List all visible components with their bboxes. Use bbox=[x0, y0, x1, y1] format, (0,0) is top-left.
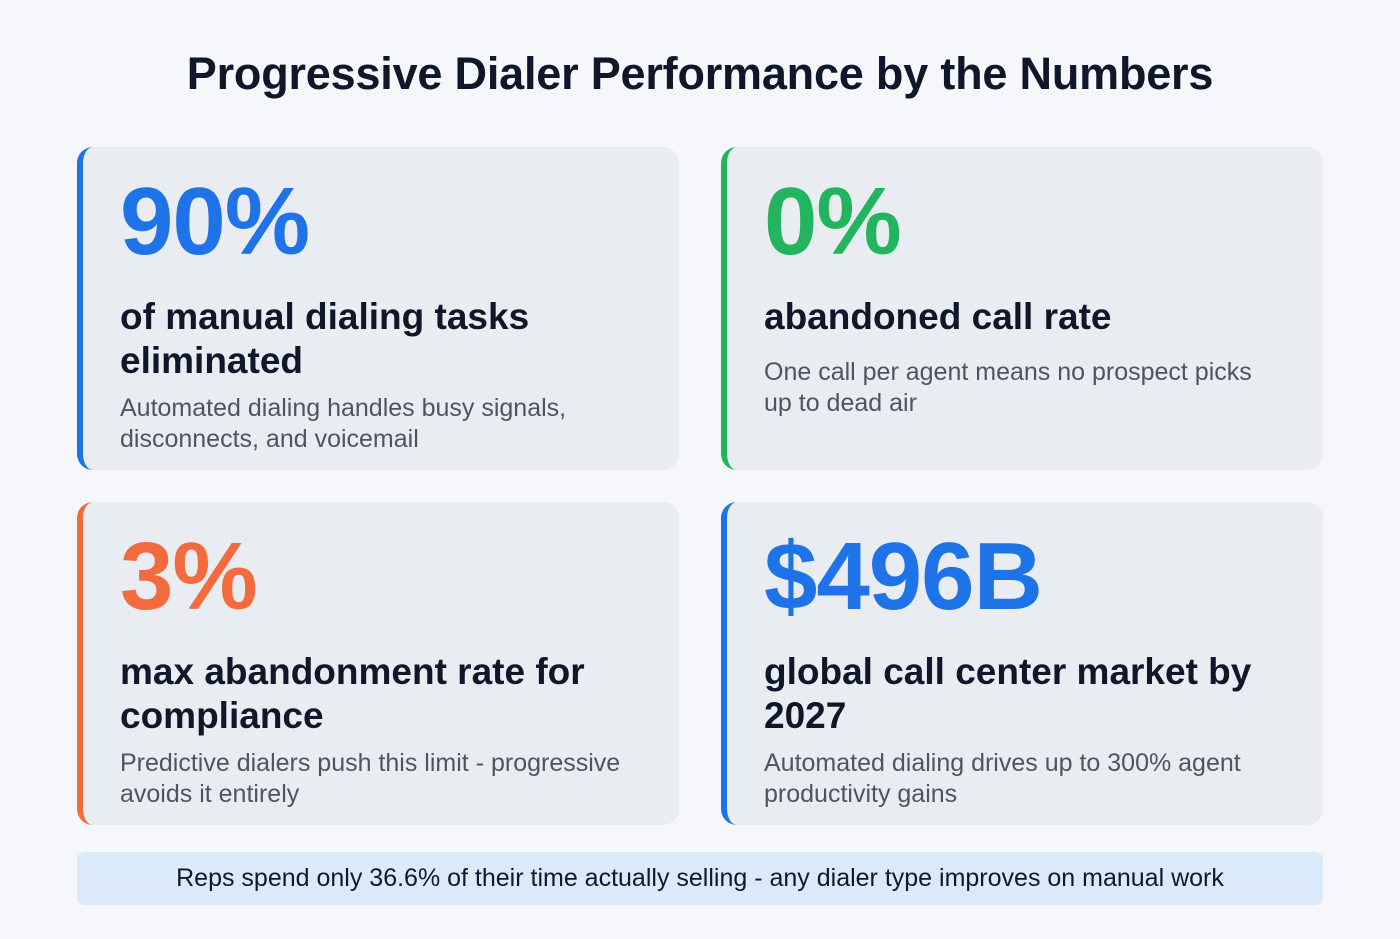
stat-value: 3% bbox=[120, 523, 258, 630]
stat-card-manual-tasks: 90% of manual dialing tasks eliminated A… bbox=[77, 147, 679, 470]
stat-headline: global call center market by 2027 bbox=[764, 651, 1252, 736]
stat-value: 90% bbox=[120, 168, 310, 275]
stat-value: $496B bbox=[764, 523, 1043, 630]
stat-headline: max abandonment rate for compliance bbox=[120, 651, 585, 736]
stat-value: 0% bbox=[764, 168, 902, 275]
stat-description: Predictive dialers push this limit - pro… bbox=[120, 749, 621, 808]
stat-description: Automated dialing handles busy signals, … bbox=[120, 394, 567, 453]
stat-headline: abandoned call rate bbox=[764, 296, 1112, 337]
stat-description: One call per agent means no prospect pic… bbox=[764, 358, 1252, 417]
stat-headline: of manual dialing tasks eliminated bbox=[120, 296, 530, 381]
stat-card-abandoned-rate: 0% abandoned call rate One call per agen… bbox=[721, 147, 1323, 470]
stat-card-market-size: $496B global call center market by 2027 … bbox=[721, 502, 1323, 825]
stat-description: Automated dialing drives up to 300% agen… bbox=[764, 749, 1241, 808]
stat-card-compliance: 3% max abandonment rate for compliance P… bbox=[77, 502, 679, 825]
page-title: Progressive Dialer Performance by the Nu… bbox=[186, 48, 1214, 99]
footer-banner: Reps spend only 36.6% of their time actu… bbox=[77, 852, 1323, 905]
